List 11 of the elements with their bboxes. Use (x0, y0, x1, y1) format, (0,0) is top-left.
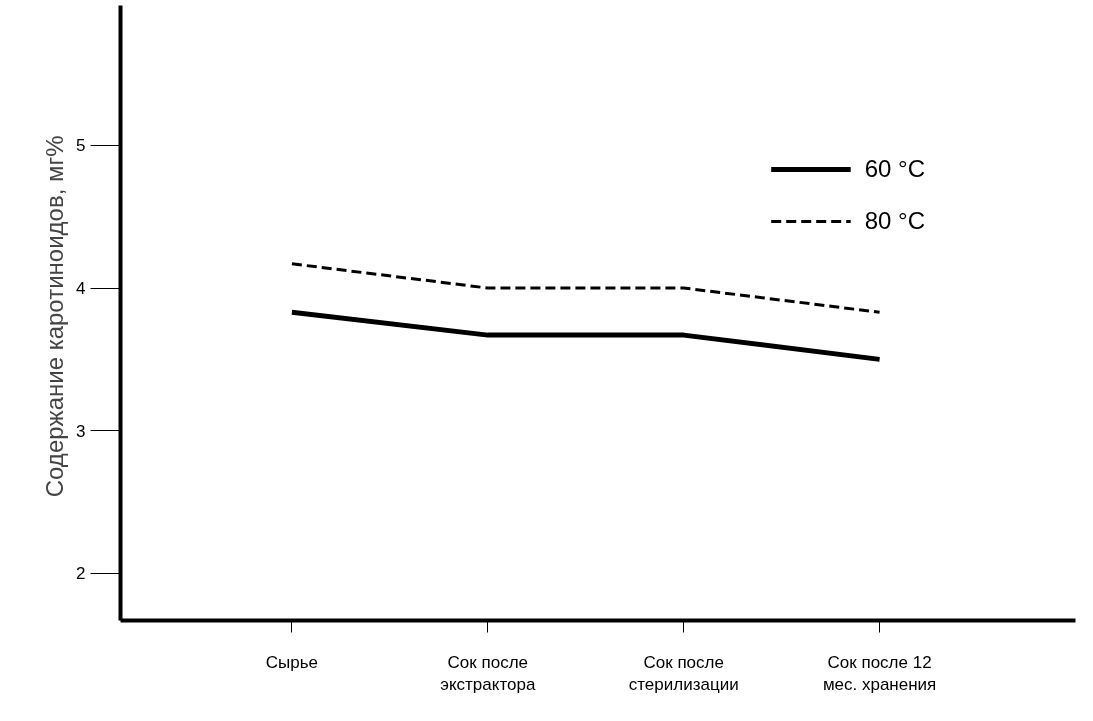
y-axis-title: Содержание каротиноидов, мг% (41, 135, 69, 498)
y-tick-label: 2 (76, 564, 86, 584)
x-tick-label: Сырье (265, 652, 319, 672)
y-tick-label: 5 (76, 136, 86, 156)
legend-label: 80 °C (864, 207, 925, 235)
y-tick-label: 4 (76, 279, 86, 299)
y-tick-label: 3 (76, 421, 86, 441)
x-tick-label: Сок после 12 мес. хранения (822, 652, 937, 695)
legend-label: 60 °C (864, 155, 925, 183)
x-tick-label: Сок после стерилизации (628, 652, 739, 695)
x-tick-label: Сок после экстрактора (440, 652, 536, 695)
